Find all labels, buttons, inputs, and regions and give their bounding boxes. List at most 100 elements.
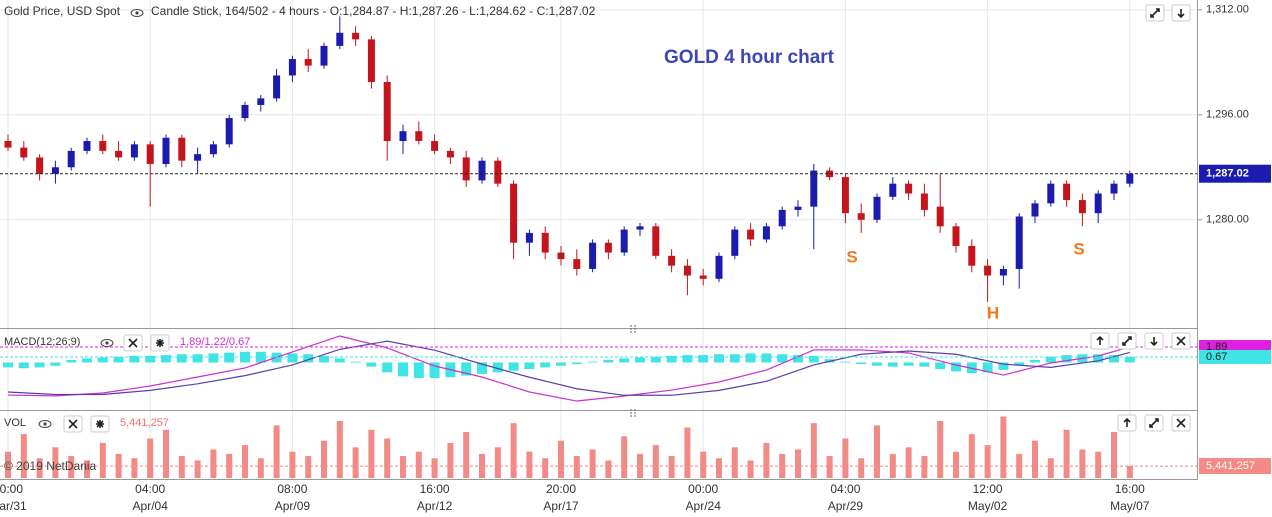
candle-body	[4, 141, 12, 148]
macd-histogram-bar	[492, 362, 503, 373]
toolbar-button[interactable]	[90, 415, 110, 433]
macd-line	[7, 335, 1130, 402]
macd-histogram-bar	[650, 356, 661, 363]
macd-histogram-bar	[1109, 355, 1119, 363]
volume-bar	[652, 445, 659, 478]
macd-histogram-bar	[619, 358, 630, 363]
macd-histogram-bar	[777, 354, 788, 363]
credit: © 2019 NetDania	[4, 459, 97, 473]
volume-bar	[605, 460, 612, 478]
volume-bar	[542, 458, 549, 478]
candle-body	[383, 82, 391, 142]
annotation: H	[987, 303, 999, 322]
drag-handle-dot	[630, 412, 632, 414]
volume-bar	[305, 456, 312, 478]
macd-histogram-bar	[192, 354, 203, 363]
toolbar-button[interactable]	[63, 415, 83, 433]
macd-histogram-bar	[66, 360, 77, 363]
eye-pupil	[43, 422, 47, 426]
macd-histogram-bar	[808, 355, 819, 363]
macd-histogram-bar	[350, 361, 361, 363]
button-icon	[1150, 337, 1158, 347]
macd-line	[7, 340, 1130, 396]
volume-bar	[905, 447, 912, 478]
macd-histogram-bar	[161, 355, 171, 363]
drag-handle-dot	[634, 415, 636, 417]
candle-body	[920, 193, 928, 210]
volume-bar	[226, 453, 233, 478]
candle-body	[478, 160, 486, 181]
y-tick-label: 1,312.00	[1206, 4, 1249, 16]
toolbar-button[interactable]	[1145, 4, 1165, 22]
macd-histogram-bar	[145, 355, 156, 363]
candle-body	[747, 229, 755, 240]
chart-title: GOLD 4 hour chart	[664, 47, 835, 68]
macd-histogram-bar	[872, 362, 882, 366]
toolbar-button[interactable]	[1171, 332, 1191, 350]
candle-body	[162, 137, 170, 164]
toolbar-button[interactable]	[150, 334, 170, 352]
macd-histogram-bar	[129, 355, 140, 363]
volume-bar	[1095, 451, 1102, 478]
candle-body	[67, 150, 75, 168]
toolbar-button[interactable]	[123, 334, 143, 352]
toolbar-button[interactable]	[1171, 414, 1191, 432]
volume-bar	[415, 451, 422, 478]
candle-body	[873, 196, 881, 220]
eye-pupil	[105, 341, 109, 345]
candle-body	[620, 229, 628, 253]
macd-histogram-bar	[1124, 356, 1135, 363]
eye-button[interactable]	[38, 420, 52, 428]
volume-bar	[194, 460, 201, 478]
volume-bar	[352, 447, 359, 478]
candle-body	[415, 131, 423, 142]
volume-bar	[747, 460, 754, 478]
eye-button[interactable]	[100, 339, 114, 347]
volume-bar	[589, 449, 596, 478]
toolbar-button[interactable]	[1144, 332, 1164, 350]
volume-bar	[668, 456, 675, 478]
toolbar-button[interactable]	[1144, 414, 1164, 432]
volume-bar	[273, 425, 280, 478]
macd-histogram-bar	[635, 357, 645, 363]
macd-histogram-bar	[682, 355, 693, 363]
volume-bar	[1016, 453, 1023, 478]
volume-bar	[210, 449, 217, 478]
macd-histogram-bar	[1061, 355, 1072, 363]
candle-body	[20, 147, 28, 158]
volume-bar	[1111, 431, 1117, 478]
volume-bar	[20, 434, 27, 478]
volume-bar	[463, 431, 470, 478]
candle-body	[51, 167, 59, 174]
x-tick-label: 20:00 Apr/17	[543, 482, 579, 513]
button-icon	[156, 339, 164, 347]
volume-bar	[968, 434, 975, 478]
volume-bar	[99, 442, 106, 478]
macd-histogram-bar	[224, 352, 235, 363]
candle-body	[778, 209, 786, 227]
volume-bar	[257, 458, 264, 478]
candle-body	[1110, 183, 1118, 194]
macd-histogram-bar	[524, 362, 535, 370]
macd-level-box	[1199, 349, 1271, 364]
macd-histogram-bar	[82, 358, 92, 363]
instrument: Gold Price, USD Spot	[4, 4, 121, 18]
toolbar-button[interactable]	[1090, 332, 1110, 350]
button-icon	[1123, 417, 1131, 427]
macd-histogram-bar	[982, 362, 993, 373]
toolbar-button[interactable]	[1171, 4, 1191, 22]
toolbar	[38, 4, 1191, 433]
volume-bar	[1126, 466, 1133, 478]
volume-bar	[242, 445, 248, 478]
toolbar-button[interactable]	[1117, 414, 1137, 432]
macd-histogram-bar	[935, 362, 946, 370]
marks	[0, 16, 1271, 478]
volume-bar	[731, 447, 738, 478]
toolbar-button[interactable]	[1117, 332, 1137, 350]
volume-bar	[573, 456, 580, 478]
candle-body	[462, 157, 470, 181]
drag-handle-dot	[634, 325, 636, 327]
eye-icon[interactable]	[130, 9, 144, 17]
macd-histogram-bar	[1045, 356, 1056, 363]
macd-histogram-bar	[97, 357, 108, 363]
